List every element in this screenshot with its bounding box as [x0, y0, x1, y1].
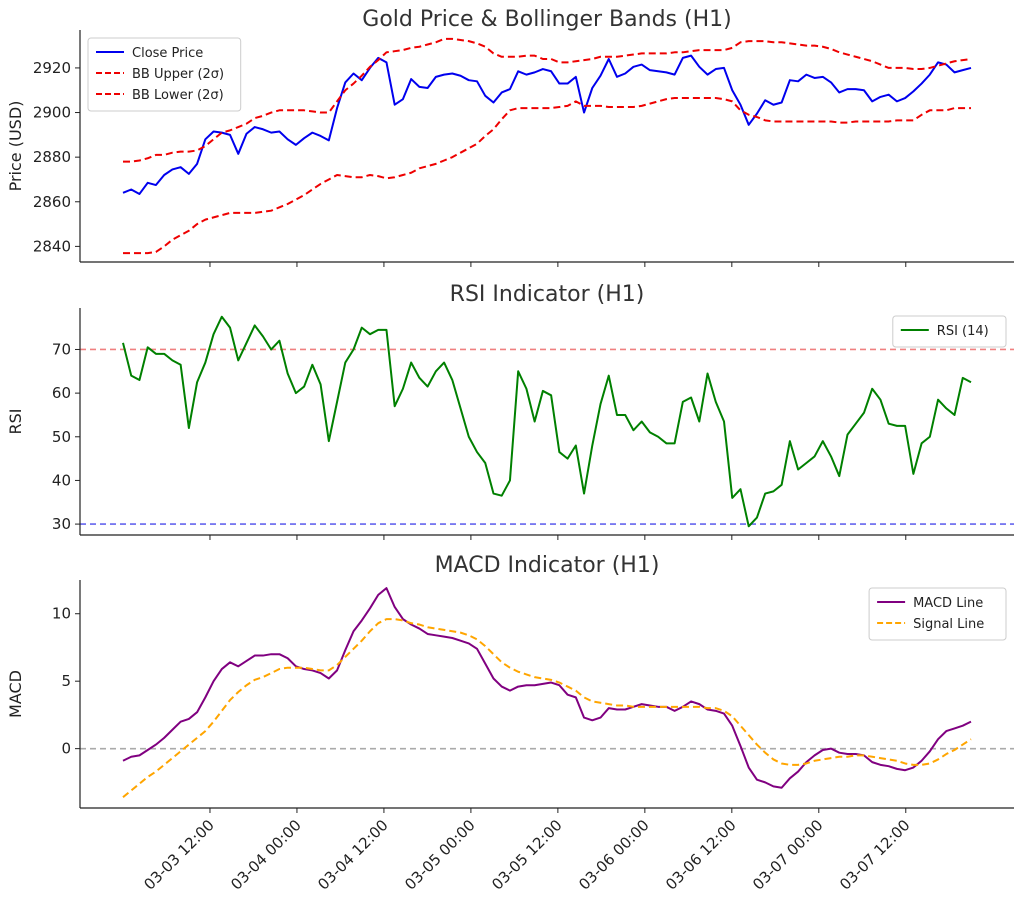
x-tick-label: 03-05 00:00: [401, 816, 478, 893]
y-tick-label: 50: [52, 428, 71, 446]
x-tick-label: 03-07 12:00: [836, 816, 913, 893]
legend: MACD Line Signal Line: [868, 587, 1007, 641]
panel-2: RSI Indicator (H1) RSI 30 40 50 60 70 RSI (14): [6, 282, 1014, 540]
y-tick-label: 10: [52, 605, 71, 623]
y-tick-label: 2860: [33, 193, 71, 211]
x-tick-label: 03-03 12:00: [140, 816, 217, 893]
y-axis-label: MACD: [6, 670, 25, 718]
panel-1: Gold Price & Bollinger Bands (H1) Price (…: [6, 7, 1014, 267]
y-tick-label: 2840: [33, 237, 71, 255]
x-tick-label: 03-06 12:00: [662, 816, 739, 893]
y-tick-label: 2880: [33, 148, 71, 166]
series-line-3: [123, 97, 971, 255]
y-tick-label: 0: [61, 740, 71, 758]
x-tick-label: 03-04 00:00: [227, 816, 304, 893]
y-tick-label: 30: [52, 515, 71, 533]
legend-box: [87, 37, 242, 112]
y-tick-label: 60: [52, 384, 71, 402]
y-axis-label: Price (USD): [6, 101, 25, 192]
y-tick-label: 40: [52, 471, 71, 489]
y-tick-label: 2900: [33, 104, 71, 122]
legend: RSI (14): [892, 315, 1007, 348]
x-tick-label: 03-06 00:00: [575, 816, 652, 893]
legend-entry: BB Lower (2σ): [132, 88, 224, 103]
x-tick-label: 03-05 12:00: [488, 816, 565, 893]
x-tick-label: 03-04 12:00: [314, 816, 391, 893]
legend-entry: RSI (14): [937, 324, 989, 339]
series-line-1: [122, 587, 972, 789]
chart-title: MACD Indicator (H1): [435, 553, 660, 578]
legend-entry: Close Price: [132, 46, 203, 61]
series-line-2: [122, 618, 972, 798]
chart-title: RSI Indicator (H1): [450, 282, 645, 307]
chart-title: Gold Price & Bollinger Bands (H1): [362, 7, 731, 32]
y-axis-label: RSI: [6, 409, 25, 435]
y-tick-label: 70: [52, 340, 71, 358]
legend-entry: Signal Line: [913, 617, 984, 632]
series-line-2: [123, 37, 972, 163]
y-tick-label: 5: [61, 672, 71, 690]
legend-box: [892, 315, 1007, 348]
series-line-1: [122, 54, 972, 195]
x-tick-label: 03-07 00:00: [749, 816, 826, 893]
series-line-1: [122, 315, 972, 528]
y-tick-label: 2920: [33, 59, 71, 77]
legend: Close Price BB Upper (2σ) BB Lower (2σ): [87, 37, 242, 112]
legend-entry: BB Upper (2σ): [132, 67, 224, 82]
legend-entry: MACD Line: [913, 596, 983, 611]
